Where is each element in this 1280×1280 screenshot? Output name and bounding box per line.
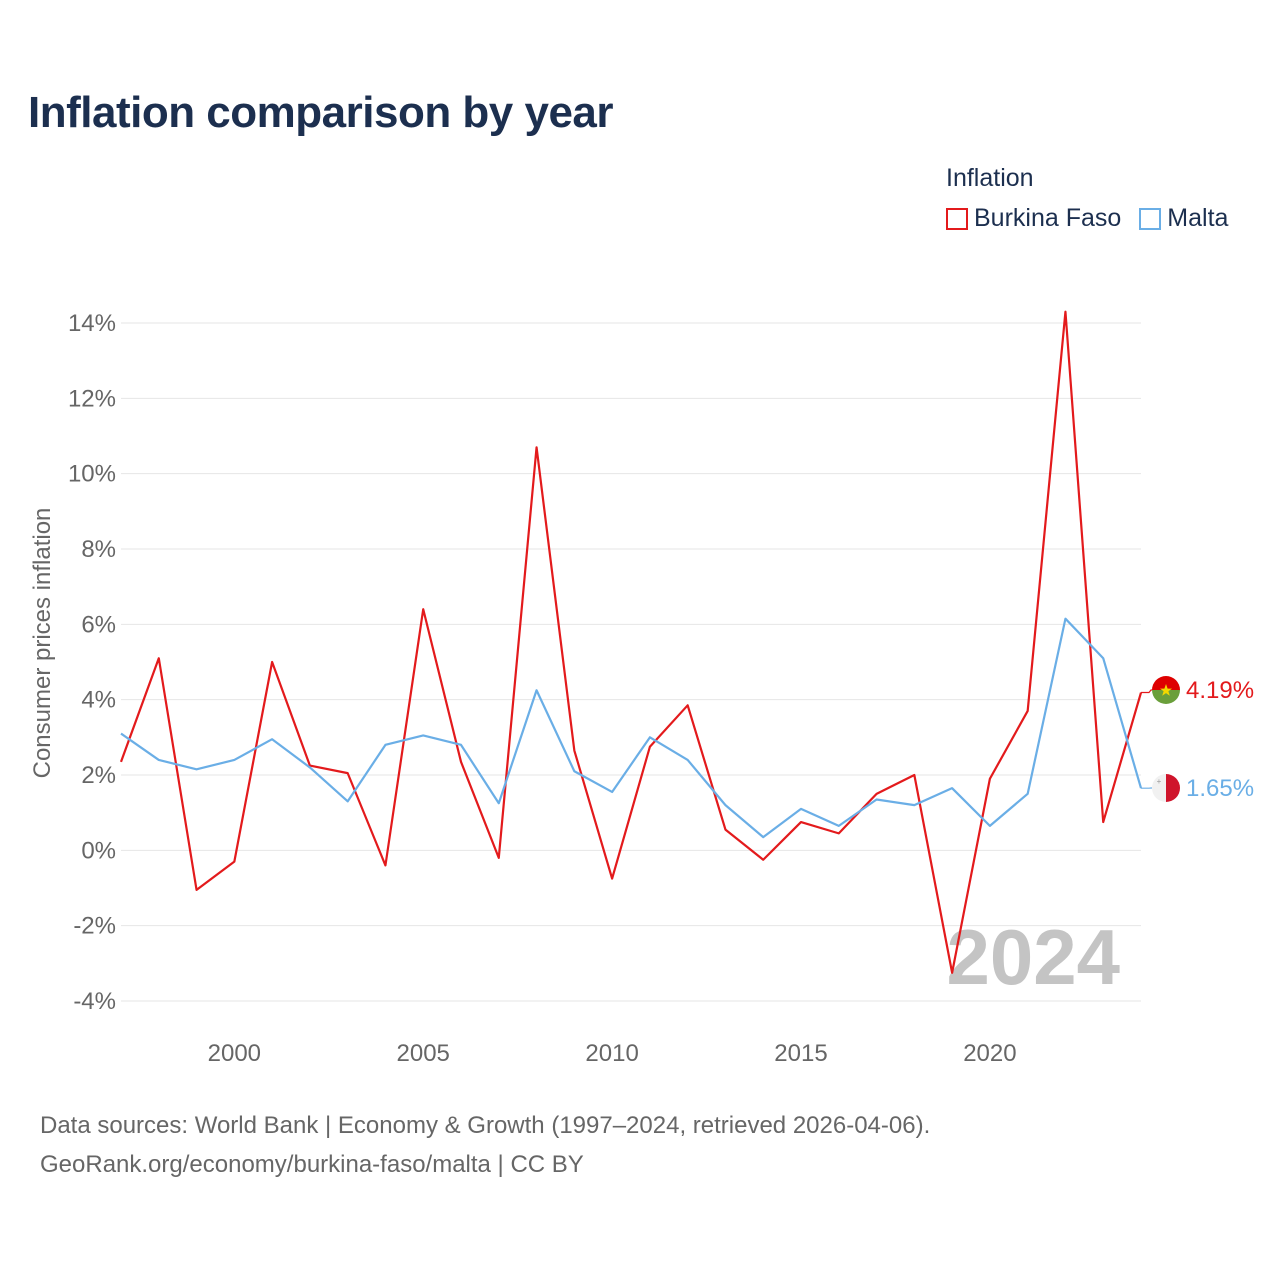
x-tick-label: 2015 bbox=[774, 1040, 827, 1067]
y-tick-label: 8% bbox=[81, 536, 116, 563]
series-line-malta[interactable] bbox=[120, 617, 1143, 839]
flag-burkina-faso-icon bbox=[1152, 676, 1180, 704]
source-line-2[interactable]: GeoRank.org/economy/burkina-faso/malta |… bbox=[40, 1151, 584, 1178]
legend-swatch-burkina-faso bbox=[946, 207, 968, 230]
y-tick-label: 10% bbox=[68, 461, 116, 488]
grid bbox=[121, 322, 1141, 1002]
end-label-malta: 1.65% bbox=[1186, 775, 1254, 802]
y-tick-label: 6% bbox=[81, 611, 116, 638]
end-label-burkina-faso: 4.19% bbox=[1186, 677, 1254, 704]
source-note: Data sources: World Bank | Economy & Gro… bbox=[40, 1106, 930, 1184]
legend-item-burkina-faso[interactable]: Burkina Faso bbox=[946, 204, 1121, 233]
y-tick-label: -2% bbox=[73, 913, 116, 940]
series-lines bbox=[119, 310, 1143, 974]
series-line-burkina-faso[interactable] bbox=[119, 310, 1143, 974]
legend-swatch-malta bbox=[1139, 207, 1162, 230]
end-labels: 4.19% + 1.65% bbox=[1141, 676, 1254, 802]
x-tick-label: 2010 bbox=[585, 1040, 638, 1067]
y-tick-label: 2% bbox=[81, 762, 116, 789]
y-axis-label: Consumer prices inflation bbox=[29, 508, 56, 779]
chart-title: Inflation comparison by year bbox=[28, 88, 614, 137]
end-label-connector bbox=[1141, 689, 1152, 694]
y-tick-label: 4% bbox=[81, 687, 116, 714]
legend-label-malta: Malta bbox=[1167, 204, 1229, 232]
x-tick-label: 2005 bbox=[397, 1040, 450, 1067]
flag-malta-icon: + bbox=[1152, 774, 1180, 802]
watermark-year: 2024 bbox=[946, 913, 1120, 1001]
y-tick-label: -4% bbox=[73, 988, 116, 1015]
x-tick-label: 2020 bbox=[963, 1040, 1016, 1067]
legend-title: Inflation bbox=[946, 164, 1034, 192]
y-axis-ticks: -4% -2% 0% 2% 4% 6% 8% 10% 12% 14% bbox=[68, 310, 116, 1015]
chart-plot: 2024 -4%-2%0%2%4%6%8%10%12%14% 2000 2005 2… bbox=[29, 310, 1254, 1067]
svg-text:+: + bbox=[1157, 777, 1162, 786]
x-axis-ticks: 2000 2005 2010 2015 2020 bbox=[208, 1040, 1017, 1067]
y-tick-label: 14% bbox=[68, 310, 116, 337]
y-tick-label: 12% bbox=[68, 385, 116, 412]
x-tick-label: 2000 bbox=[208, 1040, 261, 1067]
legend-label-burkina-faso: Burkina Faso bbox=[974, 204, 1122, 232]
y-tick-label: 0% bbox=[81, 837, 116, 864]
legend-item-malta[interactable]: Malta bbox=[1139, 204, 1228, 233]
source-line-1: Data sources: World Bank | Economy & Gro… bbox=[40, 1112, 931, 1139]
legend: Inflation Burkina Faso Malta bbox=[946, 162, 1228, 233]
